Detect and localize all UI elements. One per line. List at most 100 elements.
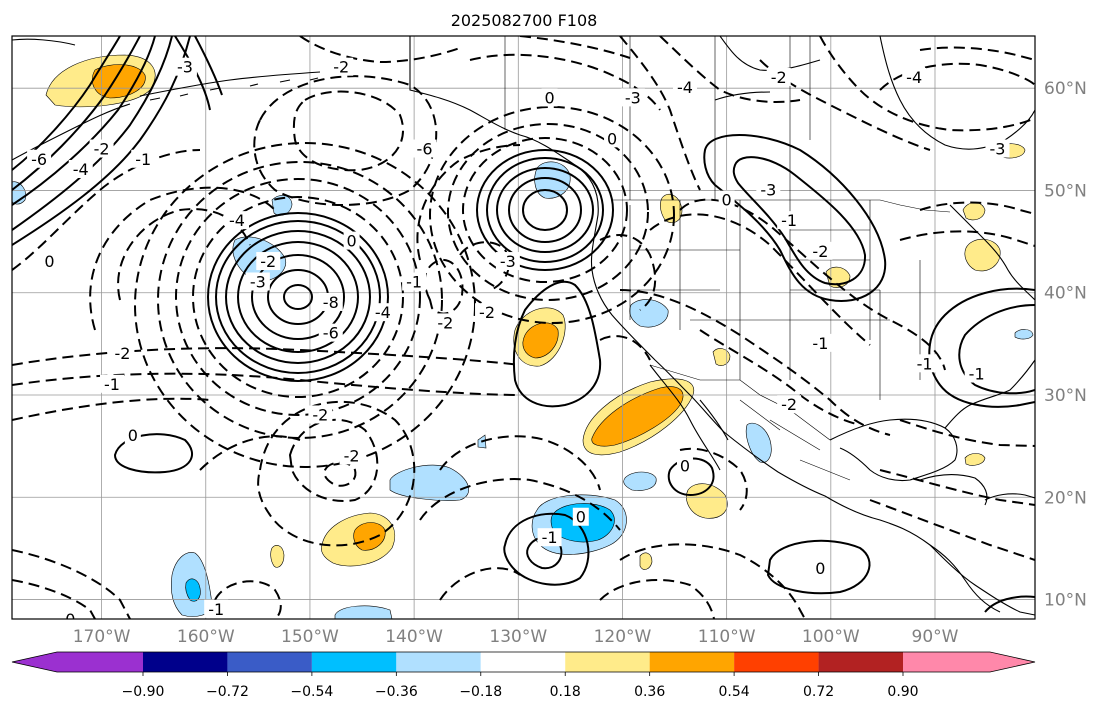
colorbar-tick-label: 0.36 bbox=[634, 684, 665, 700]
contour-dashed-low-c bbox=[157, 161, 443, 439]
latitude-labels: 60°N 50°N 40°N 30°N 20°N 10°N bbox=[1044, 79, 1087, 610]
contour-dashed-southwest-b bbox=[12, 579, 96, 619]
contour-zero-south-east bbox=[766, 539, 871, 595]
contour-gulf-low-ring-5 bbox=[476, 149, 614, 271]
shading-negative-small-f bbox=[745, 422, 772, 463]
contour-label-halo bbox=[124, 425, 141, 444]
contour-dashed-tropic-a bbox=[439, 435, 601, 491]
contour-low-center-ring-6 bbox=[215, 220, 381, 374]
contour-label: 0 bbox=[347, 232, 357, 251]
contour-dashed-low-d bbox=[134, 142, 476, 468]
border-us-mexico bbox=[649, 364, 831, 441]
coastline-baja bbox=[649, 364, 729, 471]
coastline-aleutians bbox=[139, 71, 321, 101]
contour-label: -1 bbox=[406, 272, 422, 291]
longitude-labels: 170°W 160°W 150°W 140°W 130°W 120°W 110°W 100°W… bbox=[73, 627, 959, 647]
contour-dashed-canada-a bbox=[619, 36, 701, 191]
contour-dashed-west-ridge bbox=[599, 234, 657, 311]
borders-mexico-states bbox=[739, 399, 851, 481]
contour-dashed-aleutian-outer bbox=[253, 75, 438, 206]
colorbar-bin bbox=[396, 652, 481, 672]
contour-label-halo bbox=[537, 528, 562, 547]
contour-label: -4 bbox=[677, 78, 693, 97]
colorbar-tick-label: 0.54 bbox=[719, 684, 750, 700]
contour-label: 0 bbox=[44, 252, 54, 271]
contour-label-halo bbox=[318, 323, 343, 342]
contour-low-center-ring-5 bbox=[225, 230, 371, 364]
contour-label: -2 bbox=[781, 395, 797, 414]
contour-label: -2 bbox=[437, 313, 453, 332]
colorbar-bin bbox=[734, 652, 819, 672]
contour-label-halo bbox=[89, 139, 114, 158]
contour-label-halo bbox=[495, 252, 520, 271]
contour-label-halo bbox=[339, 446, 364, 465]
colorbar-tick-label: −0.18 bbox=[459, 684, 502, 700]
shading-positive-gulf-mexico bbox=[964, 453, 986, 466]
colorbar-over-triangle bbox=[990, 652, 1035, 672]
contour-label-halo bbox=[475, 303, 500, 322]
contour-plains-low-inner bbox=[732, 156, 867, 286]
longitude-label: 90°W bbox=[912, 627, 959, 647]
coastline-hudson bbox=[879, 36, 1035, 150]
contour-label: -3 bbox=[177, 58, 193, 77]
contour-label-halo bbox=[41, 252, 58, 271]
latitude-label: 30°N bbox=[1044, 386, 1087, 406]
latitude-label: 40°N bbox=[1044, 284, 1087, 304]
contour-label: 0 bbox=[544, 88, 554, 107]
contour-dashed-southwest-c bbox=[214, 580, 282, 619]
coastline-central-america bbox=[929, 544, 1001, 613]
latitude-label: 20°N bbox=[1044, 488, 1087, 508]
contour-label-halo bbox=[808, 333, 833, 352]
contour-label: -2 bbox=[771, 68, 787, 87]
longitude-label: 150°W bbox=[281, 627, 339, 647]
contour-label-halo bbox=[812, 558, 829, 577]
contour-label-halo bbox=[27, 149, 52, 168]
contour-west-edge-2 bbox=[12, 36, 173, 231]
contour-low-center-ring-4 bbox=[237, 241, 359, 353]
contour-label-halo bbox=[604, 129, 621, 148]
contour-label-halo bbox=[329, 57, 354, 76]
shading-positive-northeast bbox=[962, 202, 986, 221]
contour-dashed-southwest-a bbox=[12, 549, 131, 619]
colorbar-bin bbox=[480, 652, 566, 672]
colorbar-bin bbox=[311, 652, 397, 672]
contour-label: 0 bbox=[722, 191, 732, 210]
colorbar-tick-label: 0.72 bbox=[803, 684, 834, 700]
contour-label: -2 bbox=[114, 344, 130, 363]
contour-label: -6 bbox=[323, 324, 339, 343]
colorbar-bin bbox=[903, 652, 990, 672]
contour-label: -2 bbox=[344, 446, 360, 465]
colorbar-tick-label: 0.18 bbox=[550, 684, 581, 700]
contour-label: 0 bbox=[65, 610, 75, 629]
contour-dashed-west-ridge-b bbox=[599, 335, 651, 361]
contour-label: -2 bbox=[333, 58, 349, 77]
contour-label-halo bbox=[756, 180, 781, 199]
contour-label: -6 bbox=[31, 150, 47, 169]
shading-positive-small-b bbox=[639, 552, 653, 570]
contour-dashed-subtropic-c bbox=[12, 397, 211, 421]
contour-label-halo bbox=[985, 139, 1010, 158]
contour-gulf-low-ring-2 bbox=[508, 177, 582, 243]
contour-label: -1 bbox=[812, 334, 828, 353]
contour-label-halo bbox=[902, 67, 927, 86]
contour-label: -2 bbox=[812, 242, 828, 261]
contour-label-halo bbox=[308, 405, 333, 424]
contour-west-edge-4 bbox=[12, 36, 141, 191]
shading-positive-mexico bbox=[686, 483, 728, 519]
contour-label-halo bbox=[110, 344, 135, 363]
longitude-label: 160°W bbox=[177, 627, 235, 647]
contour-dashed-tropic-d bbox=[619, 543, 806, 619]
contour-label: -2 bbox=[479, 303, 495, 322]
contour-dashed-east-a bbox=[919, 201, 1035, 215]
contour-dashed-aleutian-low bbox=[292, 90, 405, 172]
shading-negative-bottom bbox=[334, 605, 393, 619]
contour-low-center-ring-3 bbox=[251, 254, 345, 340]
contour-dashed-low-b bbox=[175, 178, 421, 416]
colorbar-under-triangle bbox=[12, 652, 57, 672]
colorbar-bin bbox=[565, 652, 650, 672]
colorbar-bin bbox=[818, 652, 903, 672]
contour-gulf-low-ring-3 bbox=[496, 167, 594, 253]
shading-positive-small-c bbox=[712, 348, 731, 366]
contour-label-halo bbox=[808, 241, 833, 260]
borders-us-states-central bbox=[789, 200, 921, 400]
